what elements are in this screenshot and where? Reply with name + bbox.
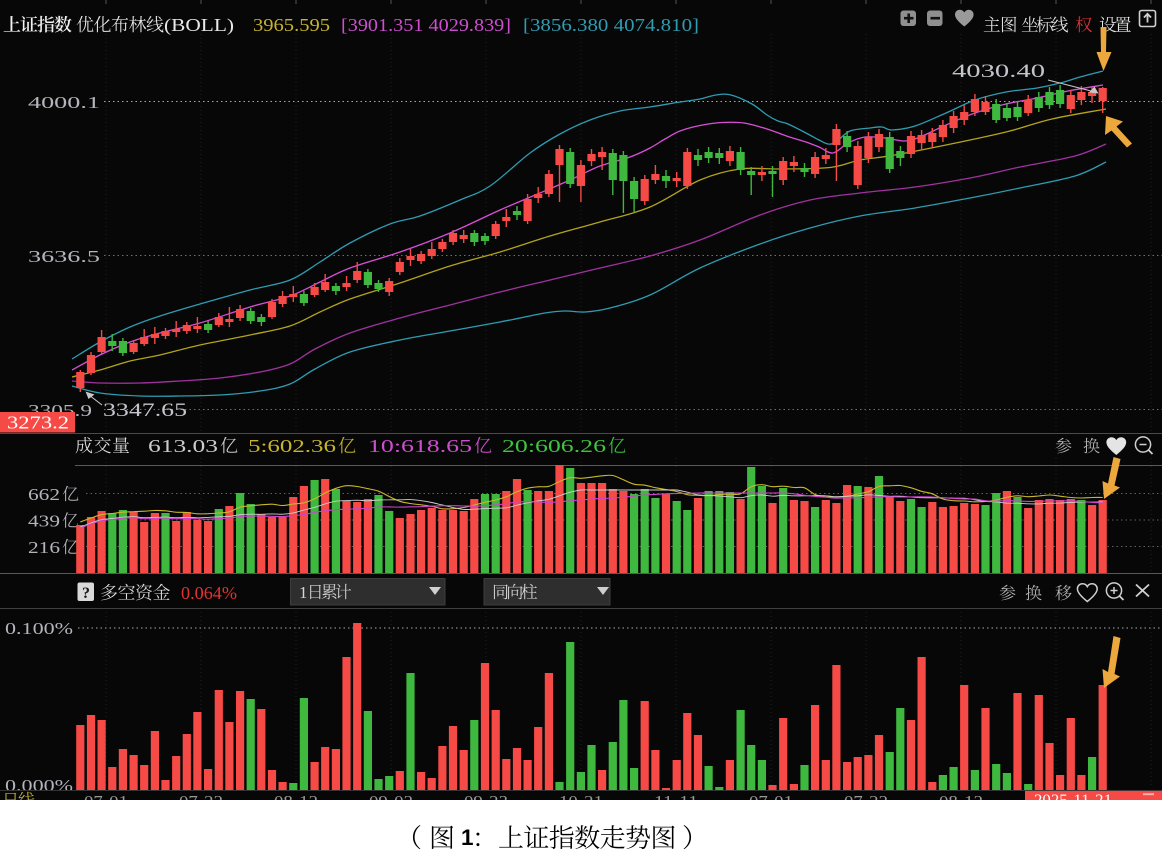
svg-text:0.100%: 0.100% — [5, 619, 73, 638]
svg-text:4030.40: 4030.40 — [952, 61, 1045, 82]
svg-text:3636.5: 3636.5 — [28, 247, 100, 266]
svg-text:1: 1 — [299, 583, 308, 602]
svg-text:[3901.351 4029.839]: [3901.351 4029.839] — [341, 15, 511, 35]
svg-text:1: 1 — [461, 825, 474, 850]
svg-text:3965.595: 3965.595 — [253, 15, 330, 35]
svg-text:0.000%: 0.000% — [5, 776, 73, 795]
svg-text:3347.65: 3347.65 — [103, 400, 187, 421]
svg-text:0.064%: 0.064% — [181, 583, 237, 603]
svg-text:3273.2: 3273.2 — [7, 413, 69, 433]
svg-text:4000.1: 4000.1 — [28, 93, 100, 112]
svg-text:662: 662 — [28, 485, 60, 504]
svg-text:10:618.65: 10:618.65 — [368, 436, 472, 456]
svg-text:216: 216 — [28, 538, 60, 557]
svg-text:20:606.26: 20:606.26 — [502, 436, 606, 456]
svg-text:(BOLL): (BOLL) — [164, 15, 234, 36]
svg-text:613.03: 613.03 — [148, 436, 218, 456]
svg-text:5:602.36: 5:602.36 — [248, 436, 336, 456]
svg-text:?: ? — [82, 585, 90, 602]
svg-text:[3856.380 4074.810]: [3856.380 4074.810] — [523, 15, 699, 35]
svg-text:439: 439 — [28, 512, 60, 531]
